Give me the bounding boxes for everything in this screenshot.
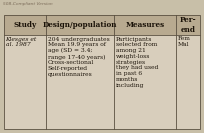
Text: 508-Compliant Version: 508-Compliant Version <box>3 2 53 6</box>
Text: Klesges et
al. 1987: Klesges et al. 1987 <box>6 36 37 47</box>
Text: Design/population: Design/population <box>43 21 117 29</box>
Text: Per-
end: Per- end <box>180 16 196 34</box>
Bar <box>4 15 200 35</box>
Text: Study: Study <box>13 21 37 29</box>
Bar <box>4 15 200 129</box>
Text: 204 undergraduates
Mean 19.9 years of
age (SD = 3.4;
range 17-40 years)
Cross-se: 204 undergraduates Mean 19.9 years of ag… <box>48 36 109 77</box>
Text: Fem
Mal: Fem Mal <box>177 36 190 47</box>
Text: Measures: Measures <box>125 21 165 29</box>
Text: Participants
selected from
among 21
weight-loss
strategies
they had used
in past: Participants selected from among 21 weig… <box>115 36 158 88</box>
Bar <box>4 15 200 129</box>
